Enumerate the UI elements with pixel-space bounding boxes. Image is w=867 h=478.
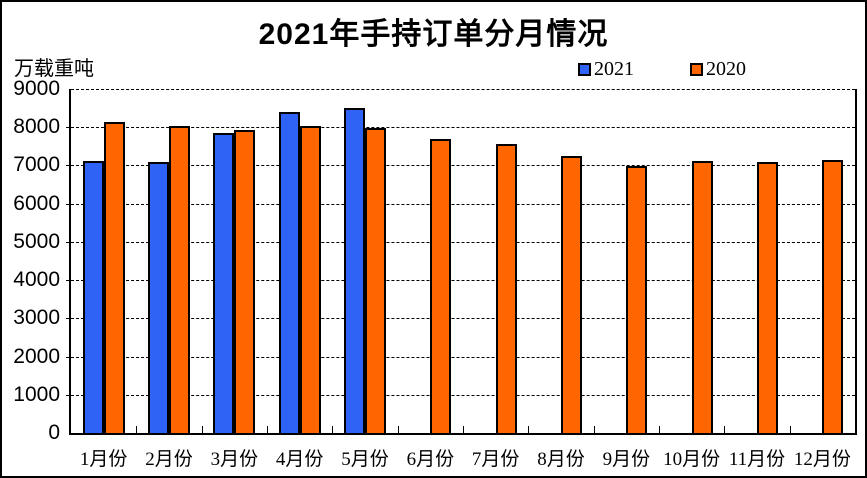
bar-2020-7月份 <box>495 143 517 433</box>
y-tick-label-0: 0 <box>48 421 60 444</box>
x-axis-label-2月份: 2月份 <box>145 449 193 470</box>
x-tick-mark-3 <box>267 426 268 433</box>
legend: 2021 2020 <box>578 58 746 81</box>
x-axis-label-7月份: 7月份 <box>471 449 520 470</box>
y-tick-mark-1000 <box>66 394 74 396</box>
bar-2020-1月份 <box>103 121 125 433</box>
bar-2021-4月份 <box>278 112 300 433</box>
x-axis-label-1月份: 1月份 <box>79 449 128 470</box>
y-tick-label-3000: 3000 <box>13 306 60 330</box>
x-tick-mark-5 <box>397 426 399 433</box>
x-tick-mark-11 <box>789 426 791 433</box>
bar-2020-6月份 <box>430 139 452 433</box>
plot-area <box>69 89 857 435</box>
x-axis-label-6月份: 6月份 <box>406 449 455 470</box>
gridline-4000 <box>71 280 855 282</box>
bar-2020-8月份 <box>561 155 582 433</box>
y-tick-label-6000: 6000 <box>13 191 60 215</box>
bar-2021-5月份 <box>344 108 365 433</box>
x-axis-label-8月份: 8月份 <box>537 449 585 470</box>
y-tick-label-4000: 4000 <box>13 268 60 292</box>
x-axis-label-3月份: 3月份 <box>210 449 259 470</box>
bar-2020-2月份 <box>169 126 190 433</box>
bar-2020-10月份 <box>691 160 713 433</box>
gridline-5000 <box>71 241 855 243</box>
gridline-6000 <box>71 203 855 205</box>
gridline-1000 <box>71 394 855 396</box>
y-axis-unit-label: 万载重吨 <box>14 58 94 80</box>
bar-2021-1月份 <box>82 161 104 433</box>
bar-2021-3月份 <box>213 133 235 433</box>
legend-swatch-2021-icon <box>578 63 591 76</box>
y-tick-mark-4000 <box>66 280 74 282</box>
x-tick-mark-4 <box>332 426 334 433</box>
legend-swatch-2020-icon <box>690 63 703 76</box>
x-tick-mark-9 <box>659 426 660 433</box>
bar-2021-2月份 <box>148 162 169 433</box>
legend-label-2020: 2020 <box>706 58 746 80</box>
x-axis-label-10月份: 10月份 <box>663 449 721 470</box>
x-axis-label-5月份: 5月份 <box>341 449 389 470</box>
x-tick-mark-7 <box>528 426 530 433</box>
chart-title: 2021年手持订单分月情况 <box>258 18 609 51</box>
y-tick-mark-7000 <box>66 165 74 167</box>
y-tick-label-2000: 2000 <box>13 344 60 368</box>
y-tick-mark-6000 <box>66 203 74 205</box>
bar-2020-11月份 <box>757 161 778 433</box>
gridline-7000 <box>71 165 855 167</box>
bar-2020-3月份 <box>234 129 256 433</box>
x-axis-label-9月份: 9月份 <box>602 449 651 470</box>
x-tick-mark-8 <box>593 426 595 433</box>
y-tick-mark-3000 <box>66 318 74 320</box>
x-tick-mark-2 <box>201 426 203 433</box>
bar-2020-5月份 <box>365 128 386 433</box>
y-tick-label-8000: 8000 <box>13 115 60 139</box>
y-tick-mark-2000 <box>66 356 74 358</box>
x-axis-label-4月份: 4月份 <box>275 449 324 470</box>
legend-label-2021: 2021 <box>594 58 634 80</box>
legend-item-2020: 2020 <box>690 58 746 81</box>
y-tick-mark-5000 <box>66 241 74 243</box>
x-tick-mark-6 <box>463 426 464 433</box>
gridline-9000 <box>71 89 855 90</box>
legend-item-2021: 2021 <box>578 58 634 81</box>
bar-2020-9月份 <box>626 165 648 433</box>
x-axis-label-11月份: 11月份 <box>728 449 786 470</box>
gridline-2000 <box>71 356 855 358</box>
x-tick-mark-10 <box>724 426 726 433</box>
bar-2020-12月份 <box>822 160 844 433</box>
gridline-3000 <box>71 318 855 320</box>
x-tick-mark-1 <box>136 426 138 433</box>
bar-2020-4月份 <box>299 126 321 433</box>
x-axis-label-12月份: 12月份 <box>793 449 851 470</box>
y-tick-label-5000: 5000 <box>13 229 60 253</box>
y-tick-label-9000: 9000 <box>13 77 60 100</box>
y-tick-mark-8000 <box>66 127 74 129</box>
y-tick-label-1000: 1000 <box>13 382 60 406</box>
y-tick-label-7000: 7000 <box>13 153 60 177</box>
gridline-8000 <box>71 127 855 129</box>
